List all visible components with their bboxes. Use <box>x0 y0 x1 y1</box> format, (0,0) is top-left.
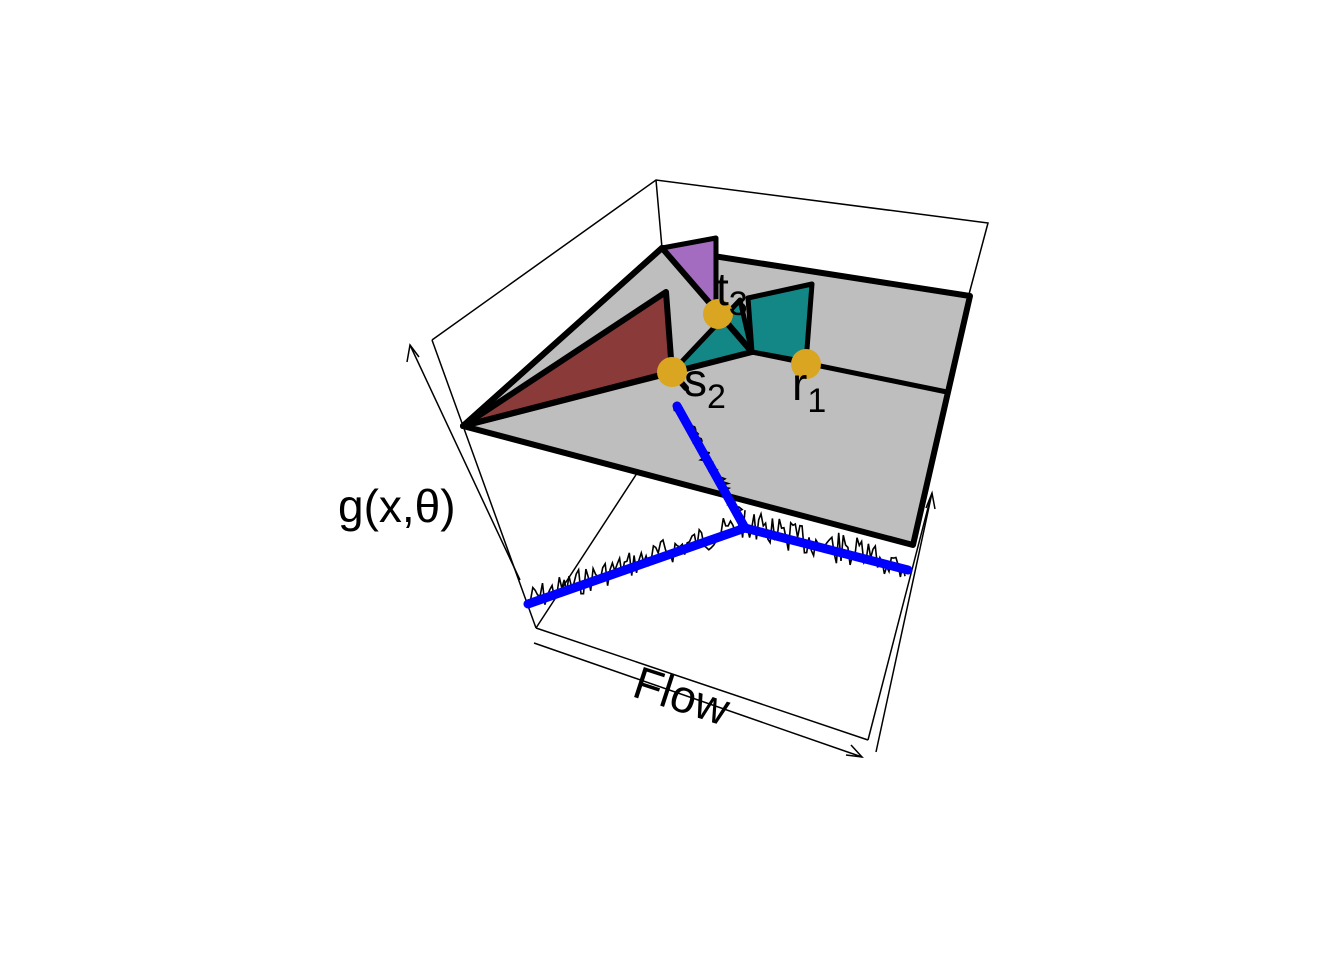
y-axis-label: g(x,θ) <box>338 480 456 532</box>
point-s2 <box>657 357 687 387</box>
branch-left <box>528 528 745 604</box>
x-axis-arrowhead <box>846 745 862 757</box>
x-axis-label: Flow <box>627 656 736 736</box>
box-vertical-back-edge <box>656 180 662 248</box>
y-axis-arrow-line <box>410 345 520 580</box>
